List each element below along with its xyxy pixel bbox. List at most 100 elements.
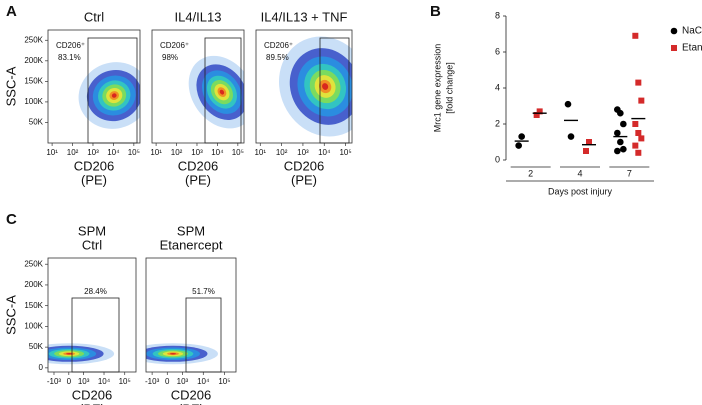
- plot-frame: [151, 29, 245, 144]
- x-tick-label: -10³: [145, 377, 160, 386]
- gate-value: 89.5%: [266, 53, 289, 62]
- x-tick-label: 10³: [78, 377, 90, 386]
- x-tick-label: 10³: [177, 377, 189, 386]
- gate-value: 98%: [162, 53, 178, 62]
- x-tick-label: 0: [165, 377, 170, 386]
- y-tick-label: 0: [495, 154, 500, 164]
- x-tick-label: 10¹: [254, 148, 266, 157]
- gate-label: CD206⁺: [56, 41, 85, 50]
- x-tick-label: 10⁵: [218, 377, 230, 386]
- gate-value: 51.7%: [192, 287, 215, 296]
- data-point: [635, 79, 642, 86]
- plot-title: IL4/IL13: [175, 9, 222, 24]
- data-point: [614, 129, 621, 137]
- density: [48, 343, 115, 365]
- data-point: [617, 109, 624, 117]
- x-tick-label: 10²: [276, 148, 288, 157]
- data-point: [614, 147, 621, 155]
- plot-title: Ctrl: [84, 9, 104, 24]
- data-point: [583, 148, 589, 154]
- legend-marker: [670, 27, 678, 35]
- y-tick-label: 6: [495, 46, 500, 56]
- x-tick-label: 10³: [297, 148, 309, 157]
- panel-label: A: [6, 3, 17, 20]
- data-point: [617, 138, 624, 146]
- data-point: [635, 149, 642, 156]
- legend-label: NaCl: [682, 26, 702, 37]
- data-point: [632, 142, 639, 149]
- x-tick-label: -10³: [47, 377, 62, 386]
- gate: [204, 37, 242, 144]
- x-axis-label: CD206: [74, 158, 114, 173]
- x-tick-label: 10³: [87, 148, 99, 157]
- x-axis-label: (PE): [178, 401, 204, 405]
- panel-label: B: [430, 3, 441, 20]
- density: [78, 62, 140, 129]
- x-tick-label: 10⁵: [339, 148, 351, 157]
- y-tick-label: 200K: [24, 280, 43, 289]
- gate-value: 28.4%: [84, 287, 107, 296]
- y-tick-label: 50K: [29, 118, 44, 127]
- x-tick-label: 10¹: [46, 148, 58, 157]
- y-tick-label: 200K: [24, 56, 43, 65]
- y-tick-label: 150K: [24, 76, 43, 85]
- legend-label: Etanercept: [682, 43, 702, 54]
- data-point: [536, 108, 543, 115]
- y-tick-label: 4: [495, 82, 500, 92]
- x-tick-label: 10⁴: [197, 377, 210, 386]
- x-tick-label: 10⁵: [119, 377, 131, 386]
- x-tick-label: 4: [577, 168, 582, 178]
- data-point: [567, 133, 575, 140]
- density: [188, 55, 244, 129]
- data-point: [638, 97, 645, 104]
- y-tick-label: 8: [495, 10, 500, 20]
- y-axis-label: [fold change]: [444, 62, 454, 114]
- y-tick-label: 50K: [29, 342, 44, 351]
- gate: [185, 297, 222, 373]
- x-tick-label: 10⁴: [107, 148, 120, 157]
- gate-label: CD206⁺: [160, 41, 189, 50]
- x-tick-label: 10⁵: [128, 148, 140, 157]
- data-point: [620, 145, 627, 153]
- y-axis-label: SSC-A: [3, 295, 18, 335]
- x-axis-label: (PE): [79, 401, 105, 405]
- plot-title: IL4/IL13 + TNF: [261, 9, 348, 24]
- data-point: [632, 32, 639, 39]
- plot-title: Ctrl: [82, 237, 102, 252]
- data-point: [635, 130, 642, 136]
- x-tick-label: 2: [528, 168, 533, 178]
- x-axis-label: CD206: [178, 158, 218, 173]
- density: [146, 343, 218, 365]
- x-tick-label: 10²: [171, 148, 183, 157]
- panel-label: C: [6, 211, 17, 228]
- data-point: [518, 133, 525, 140]
- plot-frame: [255, 29, 353, 144]
- y-axis-label: Mrc1 gene expression: [432, 44, 442, 133]
- x-tick-label: 10³: [191, 148, 203, 157]
- data-point: [564, 100, 572, 108]
- plot-title: SPM: [78, 223, 106, 238]
- x-axis-label: CD206: [72, 387, 112, 402]
- y-tick-label: 0: [39, 363, 44, 372]
- x-axis-label: CD206: [171, 387, 211, 402]
- y-tick-label: 250K: [24, 35, 43, 44]
- density: [278, 36, 352, 137]
- x-tick-label: 10¹: [150, 148, 162, 157]
- x-tick-label: 10⁴: [98, 377, 111, 386]
- x-axis-label: (PE): [81, 172, 107, 187]
- x-tick-label: 10⁴: [318, 148, 331, 157]
- y-tick-label: 100K: [24, 322, 43, 331]
- data-point: [632, 121, 639, 127]
- x-tick-label: 7: [627, 168, 632, 178]
- y-tick-label: 150K: [24, 301, 43, 310]
- x-tick-label: 10⁴: [211, 148, 224, 157]
- data-point: [638, 135, 645, 142]
- data-point: [515, 142, 522, 149]
- gate: [87, 37, 138, 144]
- x-tick-label: 0: [67, 377, 72, 386]
- y-tick-label: 2: [495, 118, 500, 128]
- y-tick-label: 250K: [24, 259, 43, 268]
- x-tick-label: 10²: [67, 148, 79, 157]
- gate: [71, 297, 120, 373]
